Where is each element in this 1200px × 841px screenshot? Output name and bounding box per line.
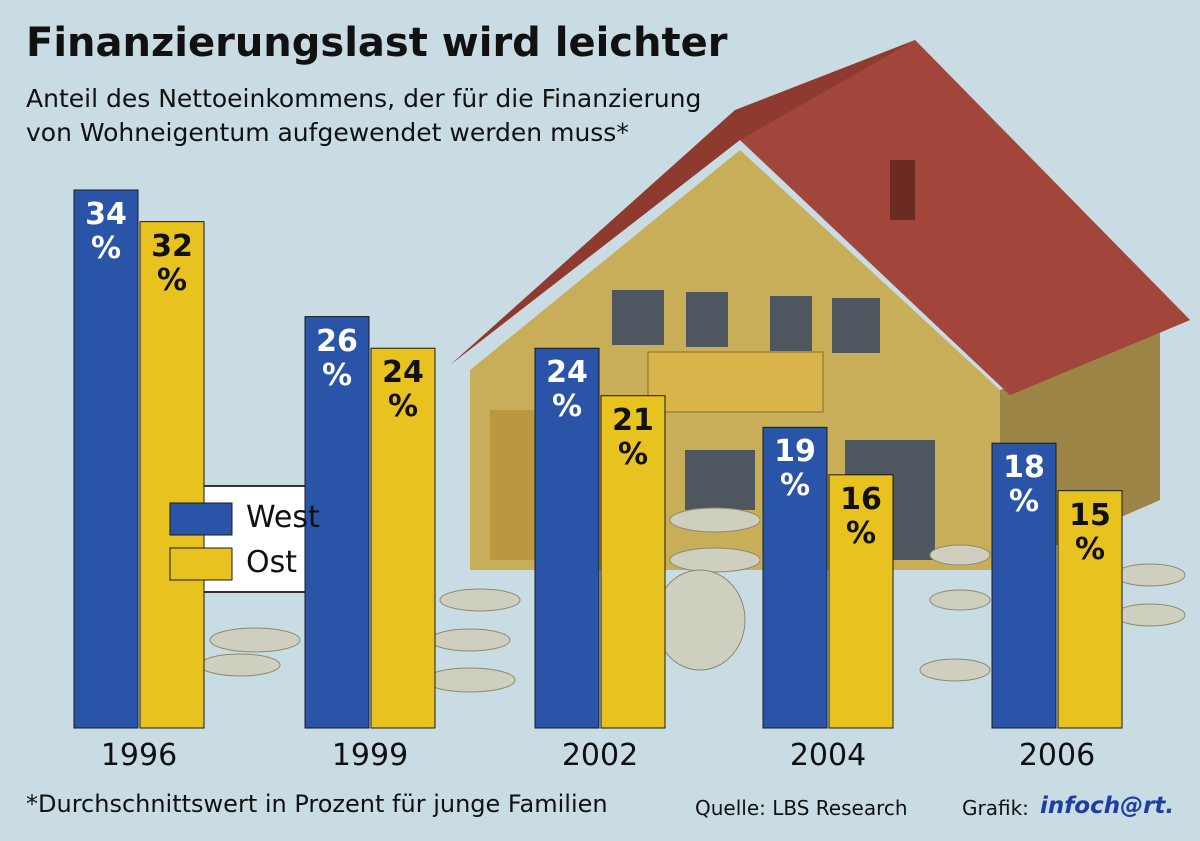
value-label: 15 %: [1069, 497, 1111, 567]
value-label: 34 %: [85, 197, 127, 266]
source: Quelle: LBS Research: [695, 796, 908, 820]
bar: [1057, 490, 1123, 729]
x-tick-label: 1996: [100, 738, 178, 773]
bar: [370, 347, 436, 729]
legend-swatch: [169, 502, 233, 536]
value-label: 18 %: [1003, 450, 1045, 520]
bar: [828, 474, 894, 729]
bar: [991, 442, 1057, 729]
bar: [304, 316, 370, 729]
chart-title: Finanzierungslast wird leichter: [26, 20, 728, 66]
subtitle: Anteil des Nettoeinkommens, der für die …: [26, 84, 702, 113]
x-tick-label: 2006: [1018, 738, 1096, 773]
value-label: 26 %: [316, 323, 358, 393]
value-label: 19 %: [774, 434, 816, 504]
legend-swatch: [169, 547, 233, 581]
bar: [762, 426, 828, 729]
bar: [73, 189, 139, 729]
value-label: 24 %: [546, 355, 588, 425]
x-tick-label: 2002: [561, 738, 639, 773]
footnote: *Durchschnittswert in Prozent für junge …: [26, 790, 608, 818]
legend-label: West: [246, 500, 320, 535]
x-tick-label: 1999: [331, 738, 409, 773]
coins: [199, 507, 1186, 693]
subtitle: von Wohneigentum aufgewendet werden muss…: [26, 118, 629, 147]
bar: [600, 395, 666, 729]
value-label: 21 %: [612, 402, 654, 472]
bar: [534, 347, 600, 729]
value-label: 32 %: [151, 228, 193, 298]
value-label: 24 %: [382, 355, 424, 425]
x-tick-label: 2004: [789, 738, 867, 773]
value-label: 16 %: [840, 481, 882, 551]
credit: Grafik:: [962, 796, 1029, 820]
brand: infoch@rt.: [1040, 793, 1175, 819]
legend-label: Ost: [246, 545, 298, 580]
bar: [139, 221, 205, 729]
